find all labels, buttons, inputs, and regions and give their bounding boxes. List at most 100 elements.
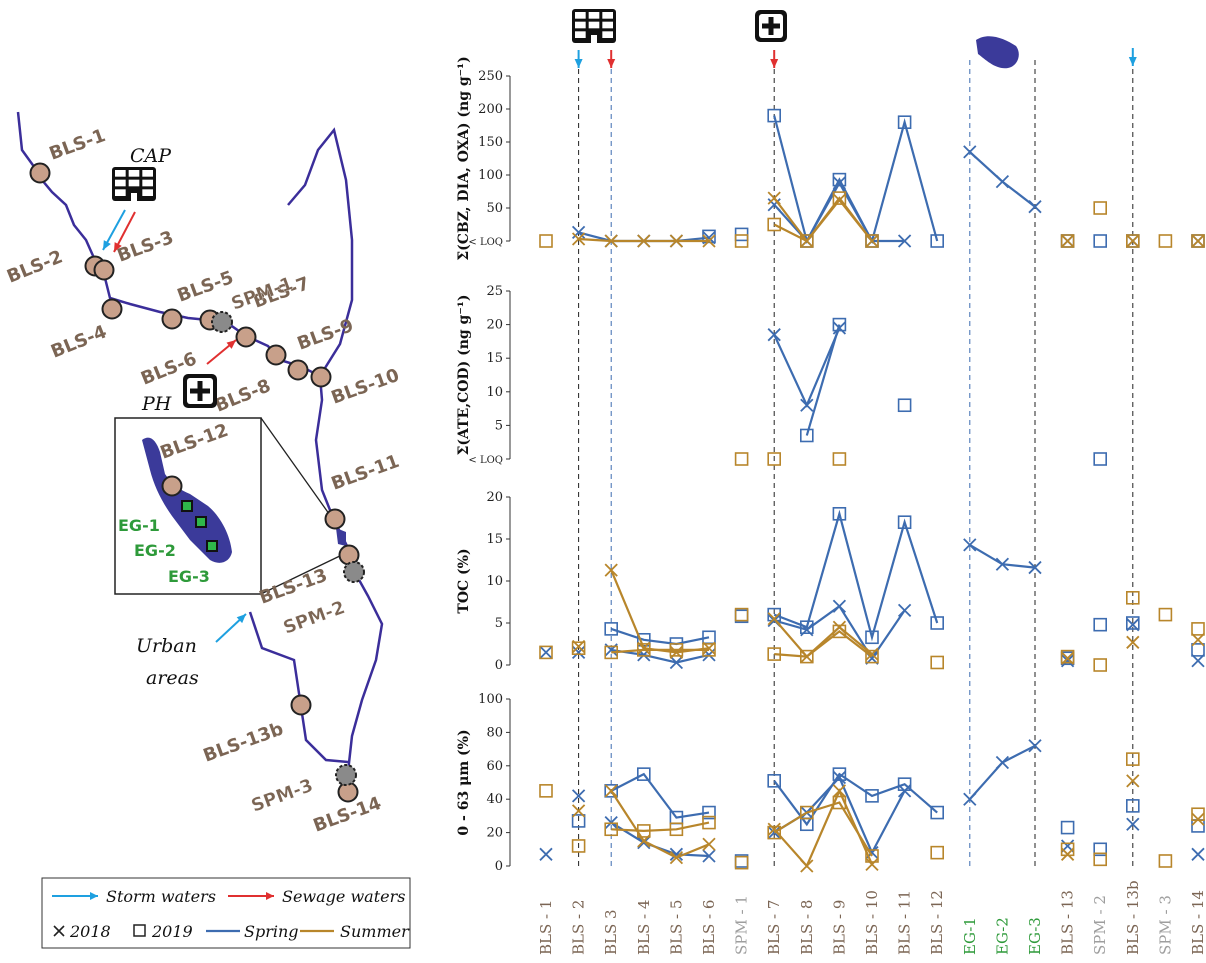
site-marker-bls-8 bbox=[267, 346, 286, 365]
y-tick-label: 10 bbox=[486, 574, 503, 589]
data-point-x bbox=[703, 838, 715, 850]
series-spring-2019 bbox=[801, 319, 846, 442]
lake-outlet bbox=[336, 528, 346, 546]
panel-2: 510152025< LOQΣ(ATE,COD) (ng g⁻¹) bbox=[456, 284, 1106, 466]
storm-arrow-icon bbox=[1129, 48, 1137, 66]
x-category-label: BLS - 1 bbox=[537, 900, 555, 955]
data-point-x bbox=[801, 860, 813, 872]
panel-3: 05101520TOC (%) bbox=[456, 490, 1204, 673]
data-point-square bbox=[1192, 820, 1204, 832]
data-point-square bbox=[1094, 202, 1106, 214]
y-tick-label-loq: < LOQ bbox=[468, 455, 503, 466]
series-line bbox=[774, 514, 937, 638]
data-point-x bbox=[1029, 201, 1041, 213]
series-spring-2018 bbox=[964, 146, 1041, 213]
spm-marker-3 bbox=[336, 765, 356, 785]
y-tick-label: 150 bbox=[478, 135, 503, 150]
data-point-square bbox=[1094, 453, 1106, 465]
eg-marker-2 bbox=[196, 517, 206, 527]
x-category-label: SPM - 3 bbox=[1156, 895, 1174, 955]
data-point-x bbox=[768, 192, 780, 204]
data-point-square bbox=[736, 453, 748, 465]
site-label-bls-8: BLS-8 bbox=[212, 375, 274, 416]
series-spring-2018 bbox=[768, 177, 910, 247]
data-point-square bbox=[1192, 644, 1204, 656]
data-point-square bbox=[1094, 235, 1106, 247]
data-point-x bbox=[1127, 775, 1139, 787]
data-point-x bbox=[1192, 848, 1204, 860]
site-marker-bls-9 bbox=[289, 361, 308, 380]
data-point-x bbox=[964, 793, 976, 805]
legend-sewage-label: Sewage waters bbox=[282, 887, 405, 906]
series-spring-2019 bbox=[899, 399, 1107, 465]
series-spring-2018 bbox=[605, 817, 715, 862]
y-tick-label: 20 bbox=[486, 318, 503, 333]
site-marker-bls-12 bbox=[163, 477, 182, 496]
y-tick-label: 15 bbox=[486, 351, 503, 366]
legend-spring-label: Spring bbox=[244, 922, 299, 941]
series-spring-2019 bbox=[605, 623, 715, 650]
series-line bbox=[611, 629, 709, 644]
data-point-square bbox=[1094, 659, 1106, 671]
series-line bbox=[774, 328, 839, 405]
x-category-label: EG-2 bbox=[993, 917, 1011, 955]
site-marker-bls-11 bbox=[326, 510, 345, 529]
data-point-x bbox=[996, 176, 1008, 188]
spm-marker-1 bbox=[212, 312, 232, 332]
y-tick-label: 10 bbox=[486, 385, 503, 400]
urban-label-line2: areas bbox=[146, 667, 199, 689]
y-tick-label: 20 bbox=[486, 826, 503, 841]
series-summer-2018 bbox=[1062, 235, 1204, 247]
data-point-x bbox=[833, 600, 845, 612]
series-line bbox=[611, 774, 709, 818]
x-category-label: BLS - 5 bbox=[667, 900, 685, 955]
data-point-square bbox=[1159, 855, 1171, 867]
series-summer-2019 bbox=[540, 785, 552, 797]
series-spring-2018 bbox=[540, 646, 552, 658]
y-tick-label: 0 bbox=[495, 658, 503, 673]
y-tick-label: 60 bbox=[486, 759, 503, 774]
data-point-x bbox=[996, 756, 1008, 768]
legend-storm-label: Storm waters bbox=[106, 887, 216, 906]
series-summer-2019 bbox=[736, 453, 846, 465]
site-label-bls-1: BLS-1 bbox=[47, 125, 109, 165]
series-summer-2019 bbox=[931, 847, 943, 859]
y-tick-label-loq: < LOQ bbox=[468, 237, 503, 248]
site-label-bls-11: BLS-11 bbox=[329, 451, 403, 495]
x-category-label: BLS - 9 bbox=[830, 900, 848, 955]
series-summer-2019 bbox=[605, 817, 715, 837]
y-tick-label: 15 bbox=[486, 532, 503, 547]
site-marker-bls-5 bbox=[163, 310, 182, 329]
site-label-bls-4: BLS-4 bbox=[48, 321, 110, 362]
series-spring-2018 bbox=[605, 644, 715, 669]
x-category-label: SPM - 2 bbox=[1091, 895, 1109, 955]
panel-1: 50100150200250< LOQΣ(CBZ, DIA, OXA) (ng … bbox=[456, 56, 1204, 261]
series-line bbox=[970, 746, 1035, 799]
y-tick-label: 40 bbox=[486, 792, 503, 807]
series-spring-2018 bbox=[964, 740, 1041, 805]
cap-label: CAP bbox=[130, 145, 172, 167]
site-label-bls-5: BLS-5 bbox=[175, 267, 237, 307]
spm-label-3: SPM-3 bbox=[249, 775, 316, 817]
series-spring-2018 bbox=[964, 539, 1041, 574]
eg-marker-1 bbox=[182, 501, 192, 511]
data-point-square bbox=[833, 453, 845, 465]
y-axis-title: Σ(ATE,COD) (ng g⁻¹) bbox=[456, 295, 472, 456]
chart-top-icons bbox=[572, 9, 1137, 68]
site-label-bls-13b: BLS-13b bbox=[201, 718, 287, 766]
ph-hospital-icon bbox=[183, 374, 217, 408]
x-category-label: EG-3 bbox=[1026, 917, 1044, 955]
x-category-label: BLS - 7 bbox=[765, 900, 783, 955]
series-summer-2019 bbox=[931, 656, 943, 668]
site-marker-bls-10 bbox=[312, 368, 331, 387]
y-tick-label: 20 bbox=[486, 490, 503, 505]
urban-label-line1: Urban bbox=[136, 635, 197, 657]
y-tick-label: 250 bbox=[478, 69, 503, 84]
spm-label-2: SPM-2 bbox=[281, 597, 348, 639]
series-line bbox=[970, 152, 1035, 207]
eg-label-3: EG-3 bbox=[168, 567, 210, 586]
y-tick-label: 0 bbox=[495, 859, 503, 874]
y-axis-title: Σ(CBZ, DIA, OXA) (ng g⁻¹) bbox=[456, 56, 472, 261]
data-point-square bbox=[1159, 235, 1171, 247]
data-point-square bbox=[1062, 822, 1074, 834]
